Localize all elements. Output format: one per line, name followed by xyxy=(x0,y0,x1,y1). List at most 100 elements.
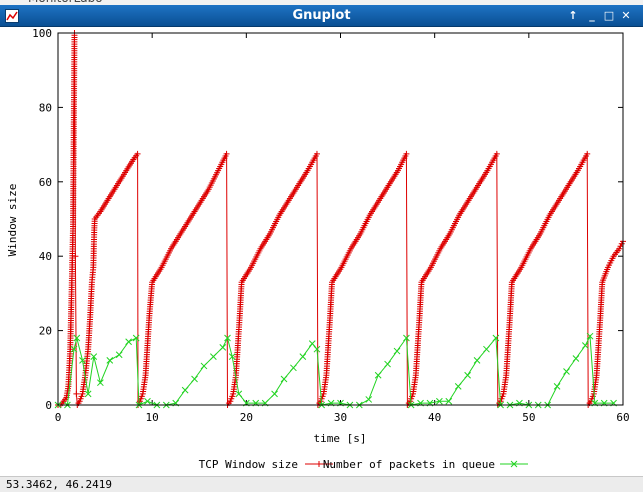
x-tick-label: 20 xyxy=(240,411,253,424)
data-point xyxy=(235,390,243,398)
data-point xyxy=(73,390,80,397)
x-tick-label: 0 xyxy=(55,411,62,424)
legend-label: TCP Window size xyxy=(199,458,298,471)
series-line xyxy=(58,334,614,406)
data-point xyxy=(402,152,409,159)
data-point xyxy=(132,334,140,342)
minimize-button[interactable]: _ xyxy=(589,9,595,22)
data-point xyxy=(185,217,192,224)
data-point xyxy=(572,355,580,362)
data-point xyxy=(129,158,136,165)
data-point xyxy=(337,266,344,273)
data-point xyxy=(229,393,236,400)
data-point xyxy=(483,345,490,353)
window-title: Gnuplot xyxy=(292,8,351,23)
legend-marker xyxy=(316,461,322,467)
x-axis-label: time [s] xyxy=(314,432,367,445)
data-point xyxy=(492,334,500,342)
data-point xyxy=(210,353,217,360)
data-point xyxy=(62,396,69,403)
data-point xyxy=(166,247,173,254)
data-point xyxy=(84,390,92,398)
data-point xyxy=(271,390,278,398)
data-point xyxy=(365,396,373,403)
data-point xyxy=(299,353,307,360)
data-point xyxy=(554,199,561,206)
data-point xyxy=(110,188,117,195)
data-point xyxy=(214,169,221,176)
series-line xyxy=(58,32,624,407)
data-point xyxy=(100,202,107,209)
data-point xyxy=(589,393,596,400)
data-point xyxy=(275,214,282,221)
data-point xyxy=(246,266,253,273)
data-point xyxy=(78,393,85,400)
data-point xyxy=(445,397,453,405)
data-point xyxy=(454,383,462,390)
data-point xyxy=(115,180,122,187)
cursor-coordinates: 53.3462, 46.2419 xyxy=(6,478,112,491)
data-point xyxy=(581,342,589,349)
data-point xyxy=(464,371,471,379)
app-icon xyxy=(5,9,19,23)
data-point xyxy=(455,214,462,221)
data-point xyxy=(393,169,400,176)
data-point xyxy=(563,368,570,375)
data-point xyxy=(265,232,272,239)
data-point xyxy=(90,353,98,360)
x-tick-label: 30 xyxy=(334,411,347,424)
data-point xyxy=(599,281,606,288)
data-point xyxy=(79,357,86,364)
data-point xyxy=(545,214,552,221)
data-point xyxy=(365,214,372,221)
data-point xyxy=(464,199,471,206)
data-point xyxy=(445,232,452,239)
window-up-icon[interactable]: ↑ xyxy=(568,9,578,22)
data-point xyxy=(564,184,571,191)
data-point xyxy=(393,347,401,355)
plot-canvas[interactable]: 0 10 20 30 40 50 60 0 20 40 60 80 100 time [s] Windo… xyxy=(0,27,643,476)
data-point xyxy=(356,232,363,239)
chart: 0 10 20 30 40 50 60 0 20 40 60 80 100 time [s] Windo… xyxy=(6,27,630,471)
data-point xyxy=(374,199,381,206)
data-point xyxy=(473,357,481,364)
maximize-button[interactable]: □ xyxy=(603,9,615,22)
data-point xyxy=(191,375,198,383)
data-point xyxy=(106,357,114,364)
data-point xyxy=(238,281,245,288)
data-point xyxy=(328,281,335,288)
desktop-window-label: MonitorLabo xyxy=(28,0,103,5)
data-point xyxy=(138,393,145,400)
data-point xyxy=(224,334,231,342)
data-point xyxy=(436,247,443,254)
data-point xyxy=(586,332,594,340)
y-tick-label: 80 xyxy=(39,101,52,114)
data-point xyxy=(148,281,155,288)
data-point xyxy=(583,152,590,159)
close-button[interactable]: ✕ xyxy=(621,9,631,22)
data-point xyxy=(436,397,443,405)
data-point xyxy=(157,266,164,273)
y-tick-label: 0 xyxy=(45,399,52,412)
plot-frame xyxy=(57,32,624,406)
data-point xyxy=(133,152,140,159)
x-tick-label: 60 xyxy=(616,411,629,424)
data-point xyxy=(176,232,183,239)
window-titlebar[interactable]: Gnuplot ↑ _ □ ✕ xyxy=(0,5,643,27)
desktop-background: MonitorLabo xyxy=(0,0,643,5)
data-point xyxy=(312,152,319,159)
y-axis-label: Window size xyxy=(6,184,19,257)
data-point xyxy=(473,184,480,191)
data-point xyxy=(426,266,433,273)
legend-marker xyxy=(510,460,518,468)
data-point xyxy=(374,371,382,379)
data-point xyxy=(384,184,391,191)
y-tick-label: 100 xyxy=(32,27,52,40)
data-point xyxy=(308,340,316,347)
data-point xyxy=(204,188,211,195)
legend: TCP Window size Number of packets in queu… xyxy=(199,458,528,471)
x-tick-label: 10 xyxy=(146,411,159,424)
series-1 xyxy=(55,30,626,408)
data-point xyxy=(73,334,81,342)
data-point xyxy=(195,202,202,209)
